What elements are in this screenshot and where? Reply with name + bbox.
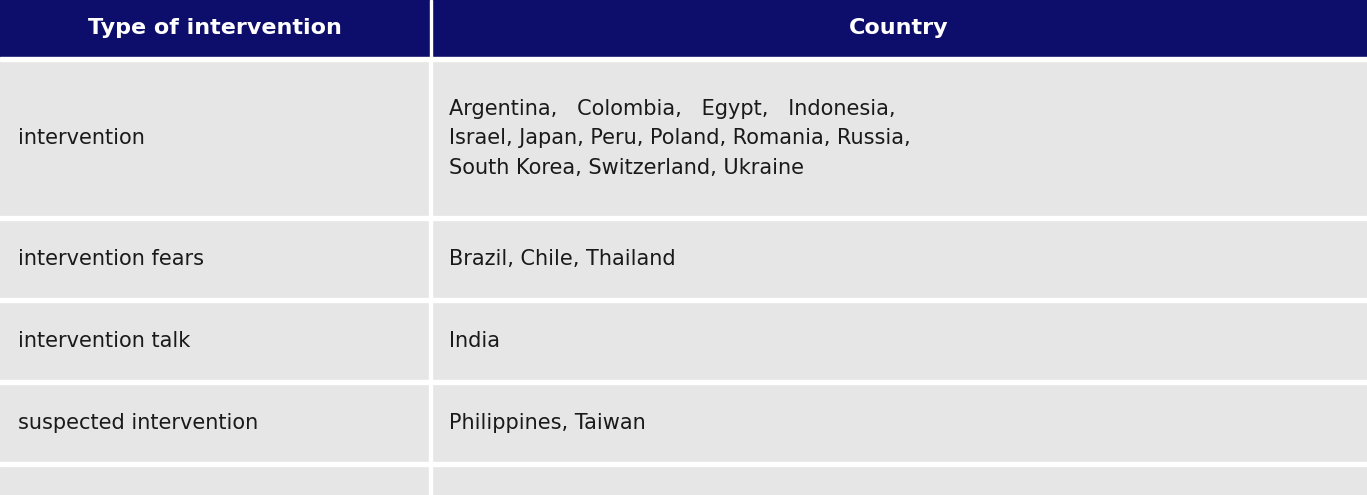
Bar [429, 0, 432, 57]
Bar [0, 466, 1367, 495]
Text: intervention talk: intervention talk [18, 331, 190, 351]
Bar [0, 380, 1367, 384]
Text: intervention fears: intervention fears [18, 249, 204, 269]
Bar [0, 302, 1367, 380]
Text: India: India [448, 331, 499, 351]
Bar [0, 220, 1367, 298]
Bar [0, 462, 1367, 466]
Bar [429, 302, 432, 380]
Text: Brazil, Chile, Thailand: Brazil, Chile, Thailand [448, 249, 675, 269]
Bar [0, 216, 1367, 220]
Text: Argentina,   Colombia,   Egypt,   Indonesia,
Israel, Japan, Peru, Poland, Romani: Argentina, Colombia, Egypt, Indonesia, I… [448, 99, 910, 178]
Bar [431, 0, 1367, 57]
Bar [429, 384, 432, 462]
Bar [0, 57, 1367, 61]
Bar [0, 384, 1367, 462]
Bar [429, 220, 432, 298]
Text: Country: Country [849, 18, 949, 39]
Text: suspected intervention: suspected intervention [18, 413, 258, 433]
Text: intervention: intervention [18, 129, 145, 148]
Bar [429, 61, 432, 216]
Text: Type of intervention: Type of intervention [89, 18, 342, 39]
Bar [0, 61, 1367, 216]
Text: Philippines, Taiwan: Philippines, Taiwan [448, 413, 645, 433]
Bar [0, 298, 1367, 302]
Bar [0, 0, 431, 57]
Bar [429, 466, 432, 495]
